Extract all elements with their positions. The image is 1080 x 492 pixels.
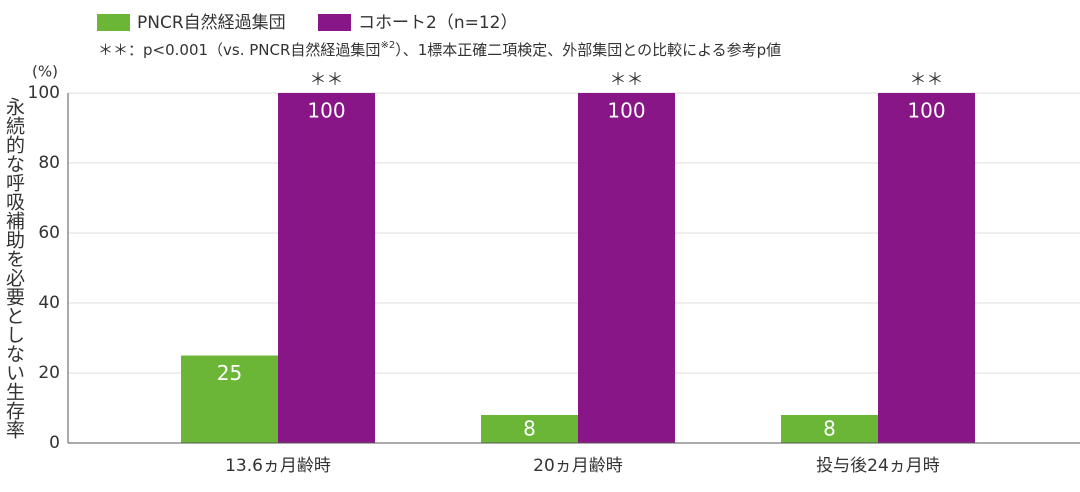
bar (578, 93, 675, 443)
value-label: 8 (823, 417, 836, 441)
x-tick-label: 13.6ヵ月齢時 (225, 456, 331, 476)
y-unit: (%) (32, 63, 58, 81)
legend-swatch (318, 14, 351, 31)
legend-label: コホート2（n=12） (358, 13, 517, 33)
annotation: ＊＊ (610, 70, 644, 90)
legend-swatch (97, 14, 130, 31)
value-label: 25 (217, 361, 242, 385)
annotation: ＊＊ (310, 70, 344, 90)
value-label: 8 (523, 417, 536, 441)
y-tick-label: 60 (38, 223, 60, 243)
annotation: ＊＊ (910, 70, 944, 90)
bar (278, 93, 375, 443)
x-tick-label: 20ヵ月齢時 (533, 456, 623, 476)
y-tick-label: 20 (38, 363, 60, 383)
x-tick-label: 投与後24ヵ月時 (816, 456, 940, 476)
y-tick-label: 40 (38, 293, 60, 313)
bar (481, 415, 578, 443)
y-axis-label: 永続的な呼吸補助を必要としない生存率 (3, 97, 25, 439)
bar (781, 415, 878, 443)
y-tick-label: 0 (49, 433, 60, 453)
value-label: 100 (907, 99, 945, 123)
value-label: 100 (307, 99, 345, 123)
bar (878, 93, 975, 443)
bar (181, 355, 278, 443)
legend-label: PNCR自然経過集団 (137, 13, 286, 33)
note-text: ＊＊：p<0.001（vs. PNCR自然経過集団 (98, 41, 380, 59)
value-label: 100 (607, 99, 645, 123)
y-tick-label: 80 (38, 153, 60, 173)
note: ＊＊：p<0.001（vs. PNCR自然経過集団※2）、1標本正確二項検定、外… (98, 40, 781, 59)
y-tick-label: 100 (28, 83, 60, 103)
note-ref: ※2 (380, 40, 395, 51)
note-text: ）、1標本正確二項検定、外部集団との比較による参考p値 (395, 41, 781, 59)
